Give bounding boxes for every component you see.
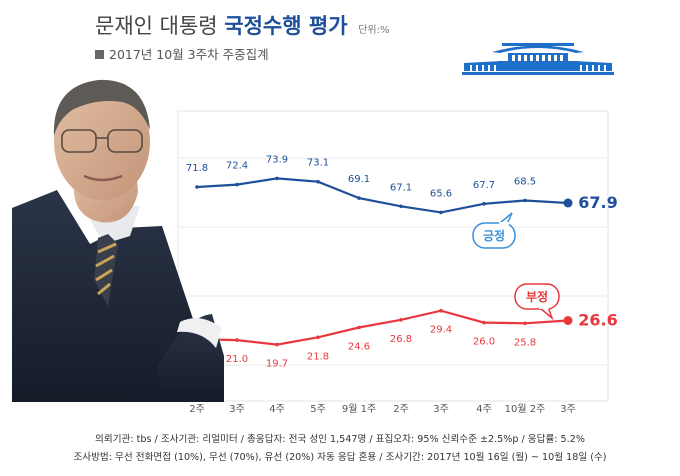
- chart-title: 문재인 대통령 국정수행 평가 단위:%: [95, 10, 390, 40]
- positive-point: [275, 176, 279, 181]
- x-tick-label: 4주: [476, 404, 492, 415]
- footer-line-1: 의뢰기관: tbs / 조사기관: 리얼미터 / 총응답자: 전국 성인 1,5…: [95, 434, 585, 445]
- negative-line: [196, 309, 569, 346]
- negative-value-label: 26.8: [390, 334, 412, 345]
- negative-point: [563, 316, 573, 325]
- negative-value-label: 26.6: [578, 311, 617, 330]
- positive-line: [196, 177, 569, 214]
- footer-line-2: 조사방법: 무선 전화면접 (10%), 무선 (70%), 유선 (20%) …: [73, 452, 607, 463]
- x-tick-label: 9월 1주: [342, 403, 376, 415]
- negative-point: [357, 325, 361, 330]
- positive-point: [563, 198, 573, 208]
- positive-value-label: 69.1: [348, 174, 370, 185]
- unit-label: 단위:%: [358, 25, 390, 36]
- negative-point: [439, 308, 443, 313]
- positive-point: [316, 179, 320, 184]
- bullet-square-icon: [95, 50, 104, 59]
- positive-point: [399, 204, 403, 209]
- negative-point: [399, 318, 403, 322]
- positive-value-label: 68.5: [514, 177, 536, 188]
- negative-value-label: 19.7: [266, 359, 288, 370]
- negative-value-label: 24.6: [348, 342, 370, 353]
- x-tick-label: 3주: [433, 404, 449, 415]
- positive-value-label: 67.7: [473, 180, 495, 191]
- positive-value-label: 73.1: [307, 158, 329, 169]
- x-tick-label: 2주: [393, 404, 409, 415]
- negative-point: [482, 320, 486, 325]
- negative-point: [275, 342, 279, 347]
- positive-point: [357, 196, 361, 200]
- negative-value-label: 21.8: [307, 351, 329, 362]
- subtitle-text: 2017년 10월 3주차 주중집계: [109, 47, 269, 62]
- positive-value-label: 73.9: [266, 154, 288, 165]
- positive-value-label: 65.6: [430, 188, 452, 199]
- x-tick-label: 3주: [229, 404, 245, 415]
- positive-point: [439, 210, 443, 215]
- positive-value-label: 71.8: [186, 163, 208, 174]
- positive-point: [482, 202, 486, 206]
- positive-value-label: 67.9: [578, 193, 617, 212]
- x-axis-ticks: 2주 3주 4주 5주 9월 1주 2주 3주 4주 10월 2주 3주: [189, 403, 576, 415]
- positive-point: [235, 182, 239, 187]
- positive-series: 71.8 72.4 73.9 73.1 69.1 67.1 65.6 67.7 68.5 67.9: [186, 154, 618, 215]
- positive-legend-bubble: 긍정: [472, 212, 516, 249]
- positive-legend-label: 긍정: [483, 228, 505, 243]
- positive-point: [523, 198, 527, 203]
- positive-value-label: 72.4: [226, 161, 248, 172]
- negative-value-label: 25.8: [514, 337, 536, 348]
- negative-point: [235, 338, 239, 342]
- x-tick-label: 3주: [560, 404, 576, 415]
- negative-value-label: 29.4: [430, 325, 452, 336]
- title-plain: 문재인 대통령: [95, 14, 218, 38]
- x-tick-label: 4주: [269, 404, 285, 415]
- negative-point: [316, 335, 320, 340]
- negative-value-label: 21.0: [226, 354, 248, 365]
- negative-value-label: 26.0: [473, 337, 495, 348]
- positive-point: [195, 185, 199, 189]
- blue-house-icon: [462, 43, 614, 75]
- chart-subtitle: 2017년 10월 3주차 주중집계: [95, 44, 269, 63]
- x-tick-label: 2주: [189, 404, 205, 415]
- negative-legend-label: 부정: [526, 289, 548, 304]
- negative-point: [523, 321, 527, 326]
- x-tick-label: 10월 2주: [505, 403, 546, 415]
- positive-value-label: 67.1: [390, 182, 412, 193]
- president-portrait-image: [12, 79, 224, 402]
- negative-legend-bubble: 부정: [514, 283, 560, 321]
- x-tick-label: 5주: [310, 404, 326, 415]
- plot-area: [177, 110, 609, 402]
- title-strong: 국정수행 평가: [224, 14, 348, 38]
